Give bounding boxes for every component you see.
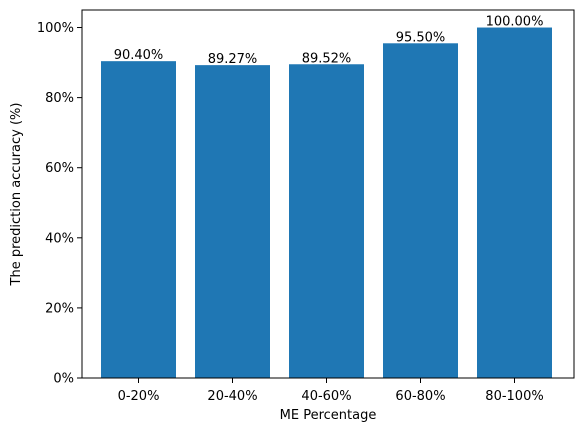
data-label: 95.50% bbox=[396, 30, 446, 45]
y-tick-label: 60% bbox=[45, 161, 74, 176]
x-tick-label: 60-80% bbox=[395, 389, 445, 404]
bar-20-40% bbox=[195, 65, 270, 378]
x-tick-label: 80-100% bbox=[485, 389, 543, 404]
bars-group bbox=[101, 27, 552, 379]
x-axis: 0-20% 20-40% 40-60% 60-80% 80-100% bbox=[118, 378, 544, 404]
y-tick-label: 20% bbox=[45, 301, 74, 316]
y-tick-label: 100% bbox=[37, 21, 74, 36]
x-tick-label: 40-60% bbox=[301, 389, 351, 404]
y-axis-label: The prediction accuracy (%) bbox=[9, 103, 24, 287]
y-tick-label: 0% bbox=[53, 372, 74, 387]
x-tick-label: 20-40% bbox=[207, 389, 257, 404]
x-tick-label: 0-20% bbox=[118, 389, 160, 404]
y-axis: 0% 20% 40% 60% 80% 100% bbox=[37, 21, 82, 387]
bar-40-60% bbox=[289, 64, 364, 378]
bar-80-100% bbox=[477, 27, 552, 379]
data-label: 100.00% bbox=[486, 15, 544, 30]
data-label: 89.52% bbox=[302, 51, 352, 66]
data-labels-group: 90.40% 89.27% 89.52% 95.50% 100.00% bbox=[114, 15, 544, 68]
data-label: 90.40% bbox=[114, 48, 164, 63]
y-tick-label: 40% bbox=[45, 231, 74, 246]
x-axis-label: ME Percentage bbox=[280, 408, 377, 423]
bar-0-20% bbox=[101, 61, 176, 378]
bar-60-80% bbox=[383, 43, 458, 379]
plot-frame bbox=[81, 9, 575, 379]
data-label: 89.27% bbox=[208, 52, 258, 67]
y-tick-label: 80% bbox=[45, 91, 74, 106]
